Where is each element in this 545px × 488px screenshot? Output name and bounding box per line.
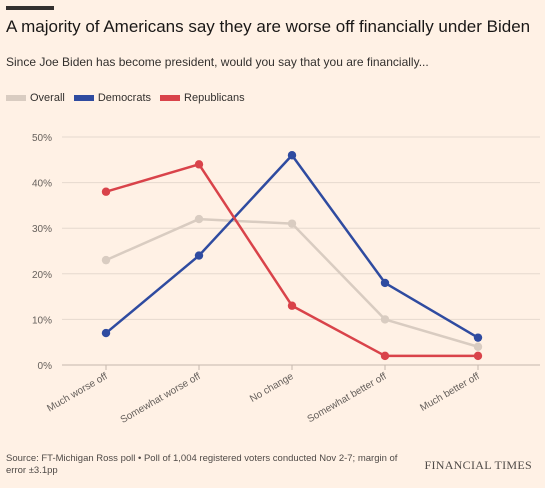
data-point-overall	[287, 219, 297, 228]
data-point-republicans	[287, 301, 297, 310]
data-point-overall	[194, 214, 204, 224]
source-note: Source: FT-Michigan Ross poll • Poll of …	[6, 453, 398, 477]
chart-title: A majority of Americans say they are wor…	[6, 17, 531, 36]
x-tick-label: Somewhat worse off	[119, 371, 203, 426]
x-tick-label: Somewhat better off	[306, 371, 389, 425]
data-point-overall	[380, 315, 390, 324]
x-tick-label: Much better off	[418, 371, 481, 414]
data-point-republicans	[380, 351, 390, 361]
publisher-logo: FINANCIAL TIMES	[424, 458, 532, 472]
x-tick-label: No change	[248, 371, 296, 405]
x-tick-label: Much worse off	[45, 371, 109, 414]
legend-swatch-overall	[6, 95, 26, 101]
data-point-republicans	[194, 160, 204, 169]
data-point-democrats	[194, 251, 204, 260]
legend-label-overall: Overall	[30, 92, 65, 104]
legend-swatch-republicans	[160, 95, 181, 101]
data-point-democrats	[287, 151, 297, 160]
y-tick-label: 10%	[32, 315, 52, 326]
data-point-overall	[473, 342, 483, 351]
data-point-democrats	[101, 328, 111, 338]
chart-legend: Overall Democrats Republicans	[6, 92, 245, 104]
data-point-republicans	[473, 351, 483, 361]
header-accent-bar	[6, 6, 54, 10]
data-point-overall	[101, 255, 111, 265]
y-tick-label: 50%	[32, 133, 52, 144]
data-point-democrats	[380, 278, 390, 288]
legend-item-republicans: Republicans	[160, 92, 245, 104]
legend-item-overall: Overall	[6, 92, 65, 104]
legend-label-democrats: Democrats	[97, 92, 152, 104]
data-point-democrats	[473, 333, 483, 342]
chart-subtitle: Since Joe Biden has become president, wo…	[6, 55, 429, 69]
legend-label-republicans: Republicans	[184, 92, 245, 104]
y-tick-label: 0%	[38, 361, 53, 372]
legend-swatch-democrats	[73, 95, 94, 101]
data-point-republicans	[101, 187, 111, 196]
series-line-overall	[104, 217, 480, 349]
legend-item-democrats: Democrats	[73, 92, 152, 104]
y-tick-label: 40%	[32, 179, 52, 190]
series-line-republicans	[104, 163, 480, 358]
y-tick-label: 30%	[32, 224, 52, 235]
y-tick-label: 20%	[32, 270, 52, 281]
